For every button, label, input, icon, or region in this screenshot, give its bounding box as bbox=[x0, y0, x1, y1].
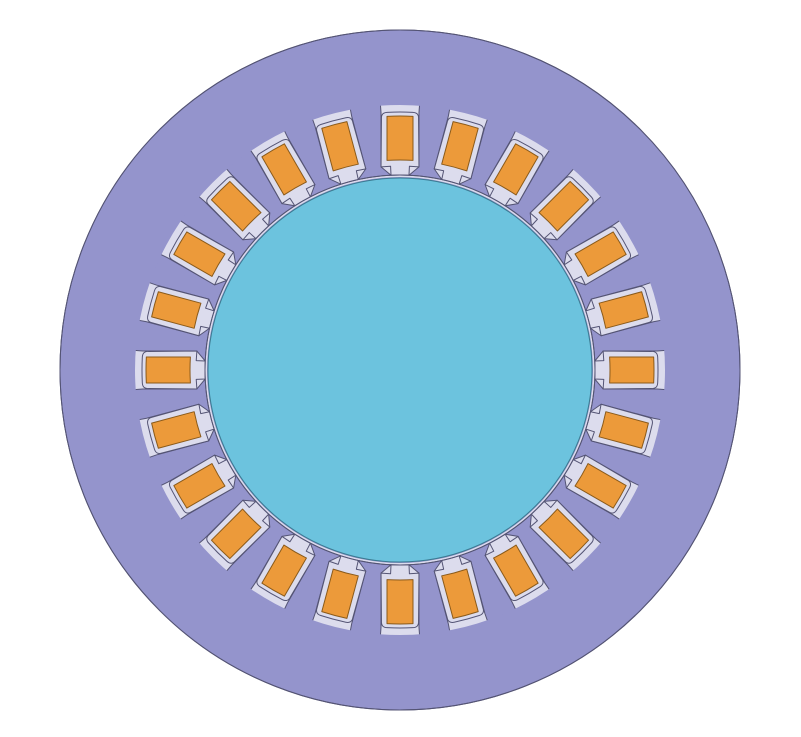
motor-diagram bbox=[0, 0, 801, 737]
coil bbox=[610, 357, 654, 383]
coil bbox=[387, 116, 413, 160]
coil bbox=[387, 580, 413, 624]
rotor bbox=[208, 178, 592, 562]
coil bbox=[146, 357, 190, 383]
